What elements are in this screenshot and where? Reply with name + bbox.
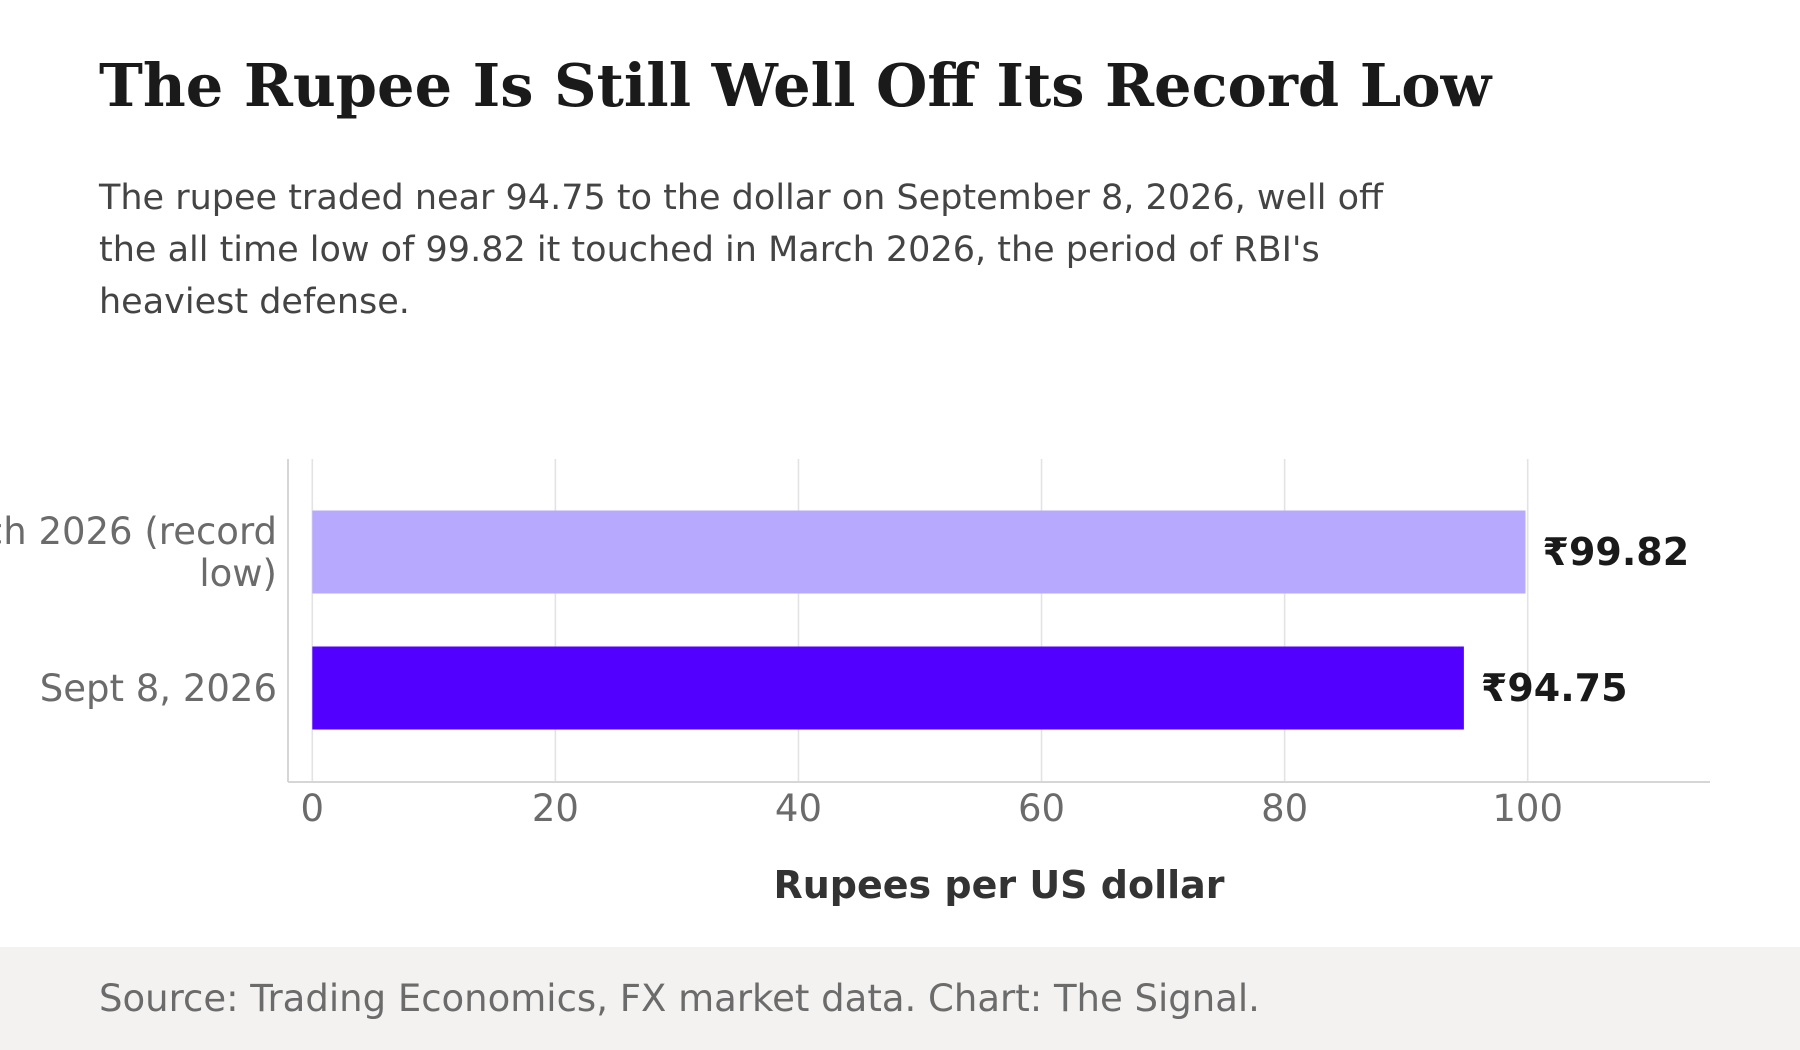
bar-chart: 0 20 40 60 80 100 Rupees per US dollar ₹99.82 M… — [0, 459, 1710, 907]
chart-title: The Rupee Is Still Well Off Its Record L… — [99, 51, 1492, 120]
bar — [312, 510, 1526, 594]
category-label: Sept 8, 2026 — [40, 667, 277, 710]
chart-subtitle: The rupee traded near 94.75 to the dolla… — [99, 178, 1384, 322]
source-note: Source: Trading Economics, FX market dat… — [99, 977, 1260, 1020]
value-label: ₹99.82 — [1543, 530, 1690, 574]
x-tick-label: 80 — [1261, 787, 1308, 830]
bar — [312, 646, 1464, 730]
bars — [312, 510, 1526, 730]
footer: Source: Trading Economics, FX market dat… — [0, 947, 1800, 1050]
gridlines — [311, 459, 1529, 782]
x-tick-label: 60 — [1018, 787, 1065, 830]
x-axis-title: Rupees per US dollar — [773, 863, 1224, 907]
x-tick-label: 0 — [301, 787, 325, 830]
value-label: ₹94.75 — [1481, 666, 1628, 710]
axes: 0 20 40 60 80 100 Rupees per US dollar — [287, 459, 1710, 907]
x-tick-label: 40 — [775, 787, 822, 830]
x-tick-label: 20 — [532, 787, 579, 830]
x-tick-label: 100 — [1492, 787, 1563, 830]
